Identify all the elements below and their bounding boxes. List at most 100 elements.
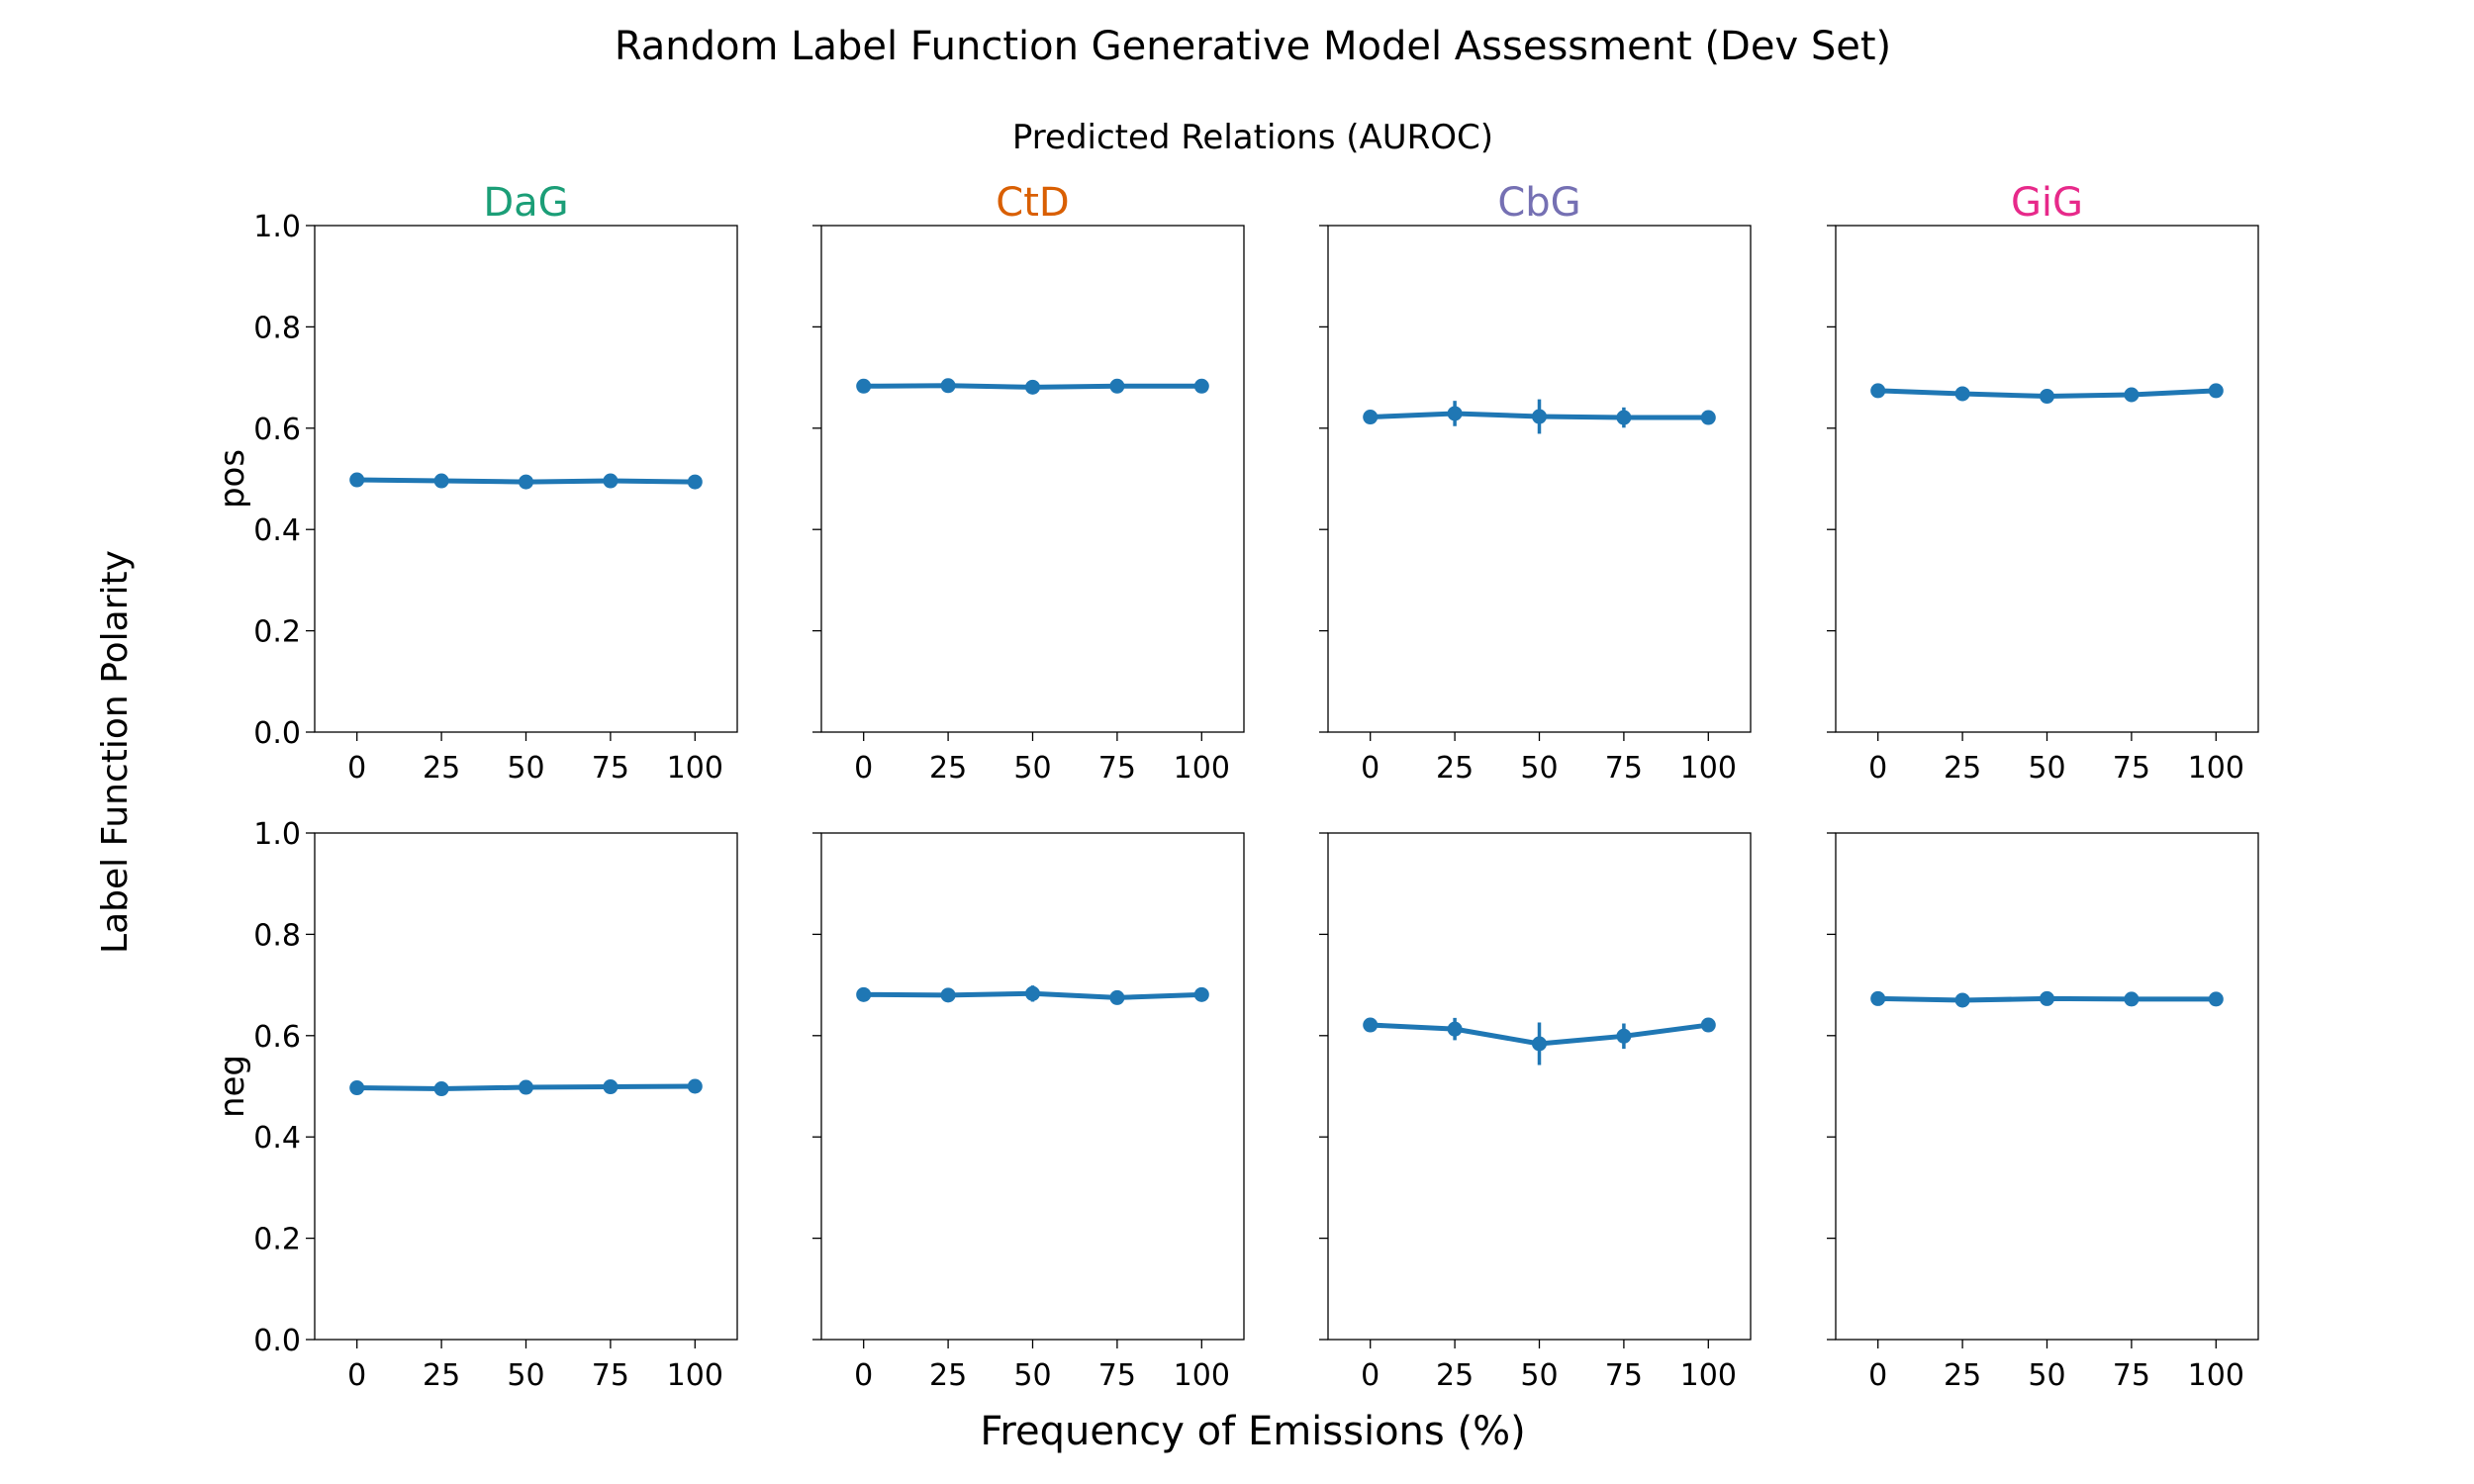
x-tick-label: 75 (1098, 1358, 1136, 1393)
row-label-neg: neg (213, 1055, 252, 1118)
data-point (1025, 985, 1040, 1001)
x-tick-label: 50 (1520, 751, 1558, 786)
y-tick-label: 0.0 (253, 1324, 301, 1358)
data-point (349, 1080, 365, 1096)
data-point (2208, 383, 2224, 399)
y-tick-label: 0.4 (253, 513, 301, 548)
panel-frame (1327, 832, 1752, 1341)
x-tick-label: 50 (2028, 751, 2065, 786)
data-point (433, 473, 449, 489)
x-tick-label: 75 (2113, 1358, 2150, 1393)
chart-title: Random Label Function Generative Model A… (615, 24, 1891, 69)
x-axis-label: Frequency of Emissions (%) (980, 1409, 1525, 1454)
x-tick-label: 25 (929, 1358, 967, 1393)
chart-subtitle: Predicted Relations (AUROC) (1012, 118, 1493, 157)
x-tick-label: 25 (1436, 1358, 1474, 1393)
panel-frame (1327, 225, 1752, 733)
data-point (1954, 992, 1970, 1008)
y-tick-label: 0.4 (253, 1121, 301, 1156)
data-point (2040, 389, 2054, 405)
y-tick-label: 0.6 (253, 1020, 301, 1055)
data-point (2040, 990, 2054, 1006)
x-tick-label: 100 (667, 751, 723, 786)
x-tick-label: 100 (1680, 1358, 1737, 1393)
x-tick-label: 25 (423, 1358, 460, 1393)
data-point (1700, 410, 1716, 425)
x-tick-label: 25 (1944, 751, 1981, 786)
data-point (603, 473, 618, 489)
data-point (1532, 409, 1547, 424)
y-tick-label: 1.0 (253, 210, 301, 244)
x-tick-label: 75 (592, 751, 629, 786)
data-point (687, 474, 703, 490)
x-tick-label: 0 (854, 1358, 873, 1393)
x-tick-label: 50 (1013, 1358, 1051, 1393)
data-point (2124, 387, 2140, 403)
data-point (1447, 406, 1463, 421)
x-tick-label: 0 (1361, 751, 1380, 786)
data-point (1363, 410, 1379, 425)
x-tick-label: 75 (1605, 751, 1643, 786)
data-point (1954, 386, 1970, 402)
data-point (519, 474, 533, 490)
x-tick-label: 50 (1013, 751, 1051, 786)
panel-frame (1835, 832, 2259, 1341)
data-point (1109, 989, 1125, 1005)
data-point (1616, 410, 1632, 425)
x-tick-label: 100 (667, 1358, 723, 1393)
y-tick-label: 0.2 (253, 615, 301, 650)
x-tick-label: 0 (347, 1358, 366, 1393)
data-point (1870, 990, 1886, 1006)
y-axis-label: Label Function Polarity (95, 550, 136, 954)
x-tick-label: 0 (347, 751, 366, 786)
data-point (687, 1078, 703, 1094)
x-tick-label: 0 (1868, 751, 1887, 786)
y-tick-label: 0.6 (253, 413, 301, 447)
x-tick-label: 75 (592, 1358, 629, 1393)
data-point (1193, 378, 1209, 394)
data-point (940, 987, 956, 1003)
panel-grid: DaG CtD CbG GiG pos neg 0.0 0.2 0.4 0.6 0.8 1.0 0 25 5… (213, 180, 2259, 1393)
data-point (1700, 1017, 1716, 1033)
x-tick-label: 25 (423, 751, 460, 786)
x-tick-label: 100 (2188, 751, 2244, 786)
x-tick-label: 0 (1868, 1358, 1887, 1393)
y-tick-label: 0.0 (253, 716, 301, 751)
y-tick-label: 0.8 (253, 311, 301, 345)
x-tick-label: 25 (1944, 1358, 1981, 1393)
data-point (349, 472, 365, 488)
data-point (1616, 1028, 1632, 1044)
y-tick-label: 0.8 (253, 918, 301, 953)
panel-pos-dag: 0.0 0.2 0.4 0.6 0.8 1.0 0 25 50 75 100 (253, 210, 738, 786)
column-title-cbg: CbG (1497, 180, 1580, 226)
x-tick-label: 100 (2188, 1358, 2244, 1393)
data-point (940, 378, 956, 394)
data-point (603, 1079, 618, 1095)
panel-pos-gig: 0 25 50 75 100 (1827, 225, 2259, 786)
x-tick-label: 100 (1174, 1358, 1230, 1393)
panel-neg-gig: 0 25 50 75 100 (1827, 832, 2259, 1393)
column-title-dag: DaG (483, 180, 568, 226)
panel-frame (820, 225, 1245, 733)
panel-neg-ctd: 0 25 50 75 100 (812, 832, 1245, 1393)
y-tick-label: 0.2 (253, 1223, 301, 1257)
x-tick-label: 25 (929, 751, 967, 786)
data-point (433, 1081, 449, 1097)
data-point (1109, 378, 1125, 394)
data-point (1870, 383, 1886, 399)
data-point (1447, 1021, 1463, 1037)
x-tick-label: 50 (507, 1358, 544, 1393)
x-tick-label: 100 (1680, 751, 1737, 786)
panel-pos-ctd: 0 25 50 75 100 (812, 225, 1245, 786)
panel-neg-dag: 0.0 0.2 0.4 0.6 0.8 1.0 0 25 50 75 100 (253, 817, 738, 1393)
data-point (1193, 986, 1209, 1002)
panel-neg-cbg: 0 25 50 75 100 (1319, 832, 1752, 1393)
x-tick-label: 25 (1436, 751, 1474, 786)
data-point (519, 1079, 533, 1095)
panel-pos-cbg: 0 25 50 75 100 (1319, 225, 1752, 786)
data-point (1025, 379, 1040, 395)
x-tick-label: 75 (1605, 1358, 1643, 1393)
data-point (2124, 991, 2140, 1007)
panel-frame (820, 832, 1245, 1341)
